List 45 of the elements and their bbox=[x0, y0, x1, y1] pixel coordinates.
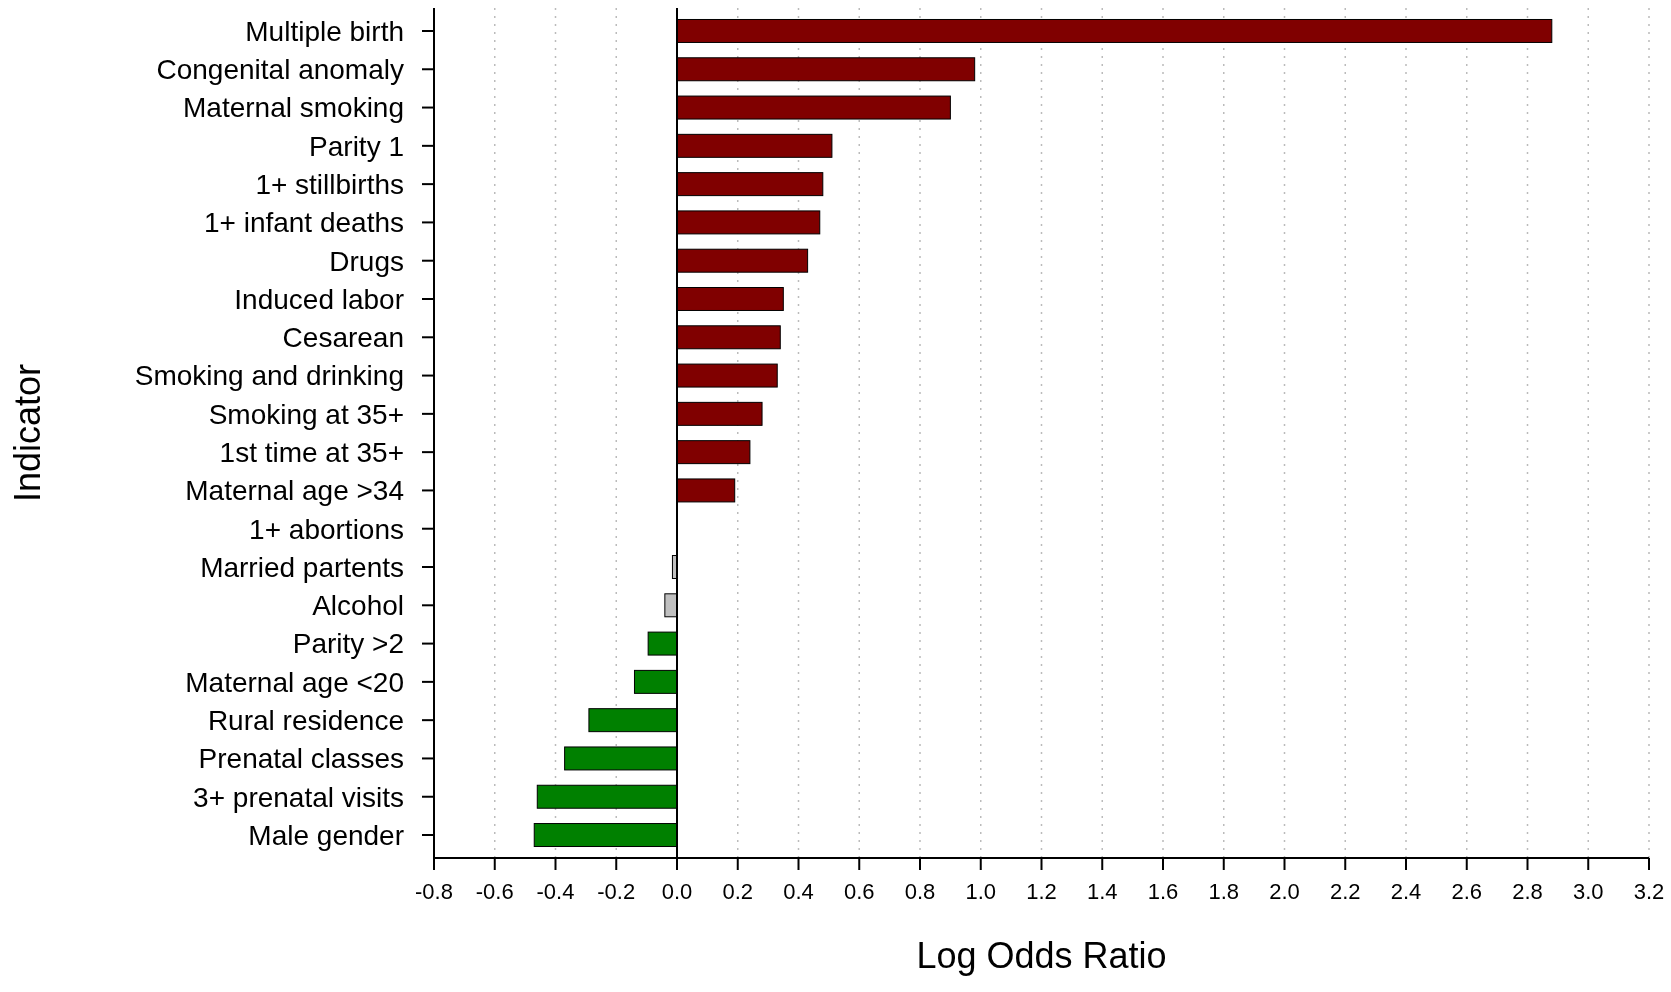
y-tick-label: Multiple birth bbox=[245, 15, 404, 47]
y-tick-label: Rural residence bbox=[207, 704, 404, 736]
y-tick-label: 1+ abortions bbox=[249, 513, 404, 545]
y-tick-label: 1+ infant deaths bbox=[203, 207, 404, 239]
x-tick-label: 3.0 bbox=[1572, 879, 1604, 904]
x-tick-label: 1.4 bbox=[1086, 879, 1118, 904]
x-tick-label: 0.6 bbox=[843, 879, 875, 904]
y-tick-label: Maternal smoking bbox=[183, 92, 404, 124]
x-tick-label: 0.0 bbox=[661, 879, 693, 904]
x-tick-label: 1.8 bbox=[1208, 879, 1240, 904]
x-tick-label: 2.4 bbox=[1390, 879, 1422, 904]
y-tick-label: Congenital anomaly bbox=[156, 54, 404, 86]
x-tick-label: 0.8 bbox=[904, 879, 936, 904]
y-tick-label: Maternal age >34 bbox=[185, 475, 404, 507]
y-tick-label: 3+ prenatal visits bbox=[193, 781, 404, 813]
y-tick-label: Parity >2 bbox=[292, 628, 404, 660]
y-tick-label: Smoking at 35+ bbox=[208, 398, 404, 430]
y-tick-label: Parity 1 bbox=[309, 130, 404, 162]
x-tick-label: -0.4 bbox=[536, 879, 575, 904]
y-tick-label: Drugs bbox=[329, 245, 404, 277]
y-tick-label: Prenatal classes bbox=[198, 743, 404, 775]
y-tick-label: Smoking and drinking bbox=[134, 360, 404, 392]
x-tick-label: 0.2 bbox=[722, 879, 754, 904]
x-tick-label: 1.0 bbox=[965, 879, 997, 904]
x-tick-label: 0.4 bbox=[783, 879, 814, 904]
x-tick-label: 1.6 bbox=[1147, 879, 1179, 904]
y-tick-label: Cesarean bbox=[282, 322, 404, 354]
x-tick-label: -0.6 bbox=[475, 879, 514, 904]
y-tick-label: 1+ stillbirths bbox=[255, 168, 404, 200]
x-tick-label: -0.2 bbox=[597, 879, 636, 904]
y-tick-label: Married partents bbox=[200, 551, 404, 583]
y-axis-title: Indicator bbox=[7, 363, 48, 503]
y-tick-label: Alcohol bbox=[312, 590, 404, 622]
y-tick-label: Maternal age <20 bbox=[185, 666, 404, 698]
x-tick-label: 3.2 bbox=[1633, 879, 1665, 904]
x-tick-label: -0.8 bbox=[415, 879, 453, 904]
y-tick-label: Induced labor bbox=[234, 283, 404, 315]
x-tick-label: 2.2 bbox=[1329, 879, 1361, 904]
x-tick-label: 2.0 bbox=[1269, 879, 1300, 904]
y-tick-label: 1st time at 35+ bbox=[219, 436, 404, 468]
x-tick-label: 1.2 bbox=[1026, 879, 1057, 904]
x-axis-title: Log Odds Ratio bbox=[916, 935, 1167, 976]
x-tick-label: 2.8 bbox=[1512, 879, 1543, 904]
y-tick-label: Male gender bbox=[248, 819, 404, 851]
x-tick-label: 2.6 bbox=[1451, 879, 1483, 904]
